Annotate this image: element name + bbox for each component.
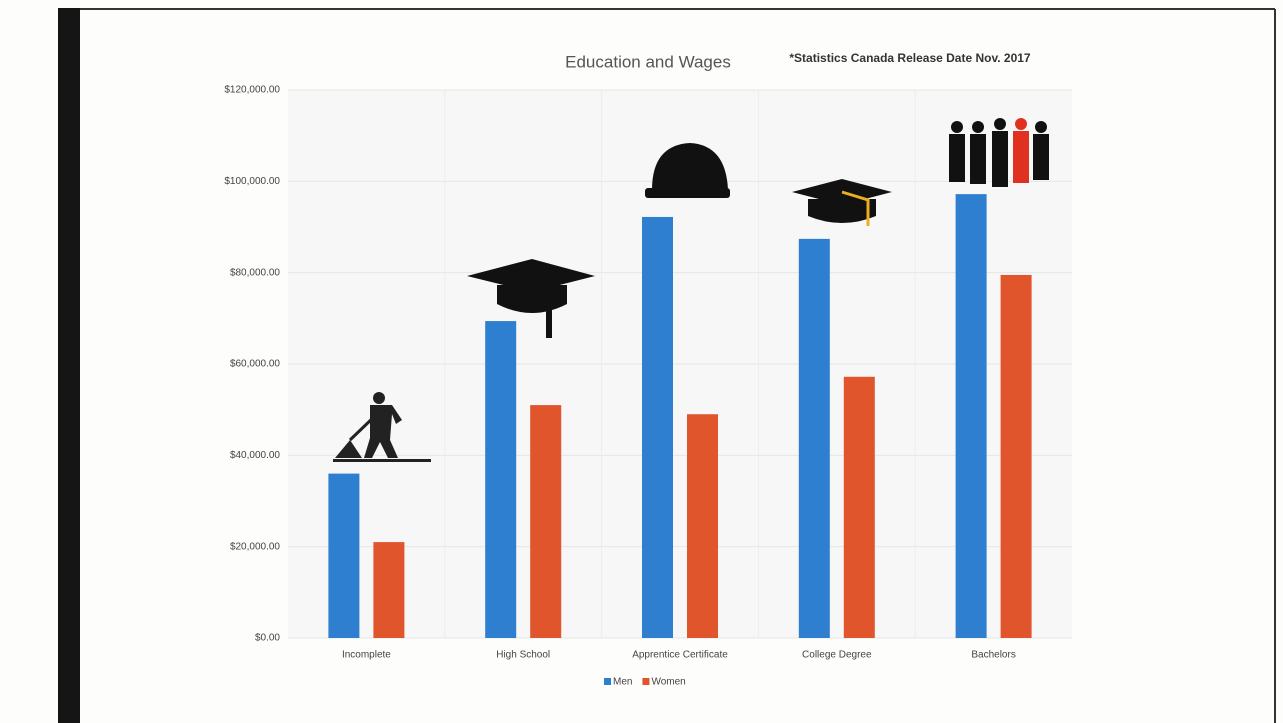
bar [642,216,673,638]
icon-hard-hat [645,143,730,198]
icon-grad-cap [467,259,595,338]
y-tick-label: $120,000.00 [224,85,280,96]
bar [843,376,875,638]
y-tick-label: $40,000.00 [230,450,280,461]
x-tick-label: Incomplete [342,650,391,661]
y-tick-label: $80,000.00 [230,267,280,278]
legend-swatch [642,678,650,685]
bar [1000,274,1032,638]
icon-people [949,118,1049,187]
legend-label: Men [613,677,632,688]
bar [798,238,830,638]
x-tick-label: College Degree [802,650,872,661]
y-tick-label: $60,000.00 [230,359,280,370]
y-tick-label: $20,000.00 [230,541,280,552]
binder-bar [58,8,80,723]
icon-grad-cap-2 [792,179,892,226]
bar [373,542,405,638]
x-tick-label: Bachelors [971,650,1015,661]
chart-subtitle: *Statistics Canada Release Date Nov. 201… [789,51,1031,65]
legend-label: Women [651,677,685,688]
icon-digger [333,392,431,462]
bar [687,414,718,638]
bar [485,321,517,638]
legend-swatch [604,678,611,685]
bar [530,405,562,638]
x-tick-label: High School [496,650,550,661]
bar [955,194,987,638]
chart-title: Education and Wages [565,52,731,71]
bar [328,473,360,638]
y-tick-label: $100,000.00 [224,176,280,187]
y-tick-label: $0.00 [255,633,280,644]
x-tick-label: Apprentice Certificate [632,650,728,661]
